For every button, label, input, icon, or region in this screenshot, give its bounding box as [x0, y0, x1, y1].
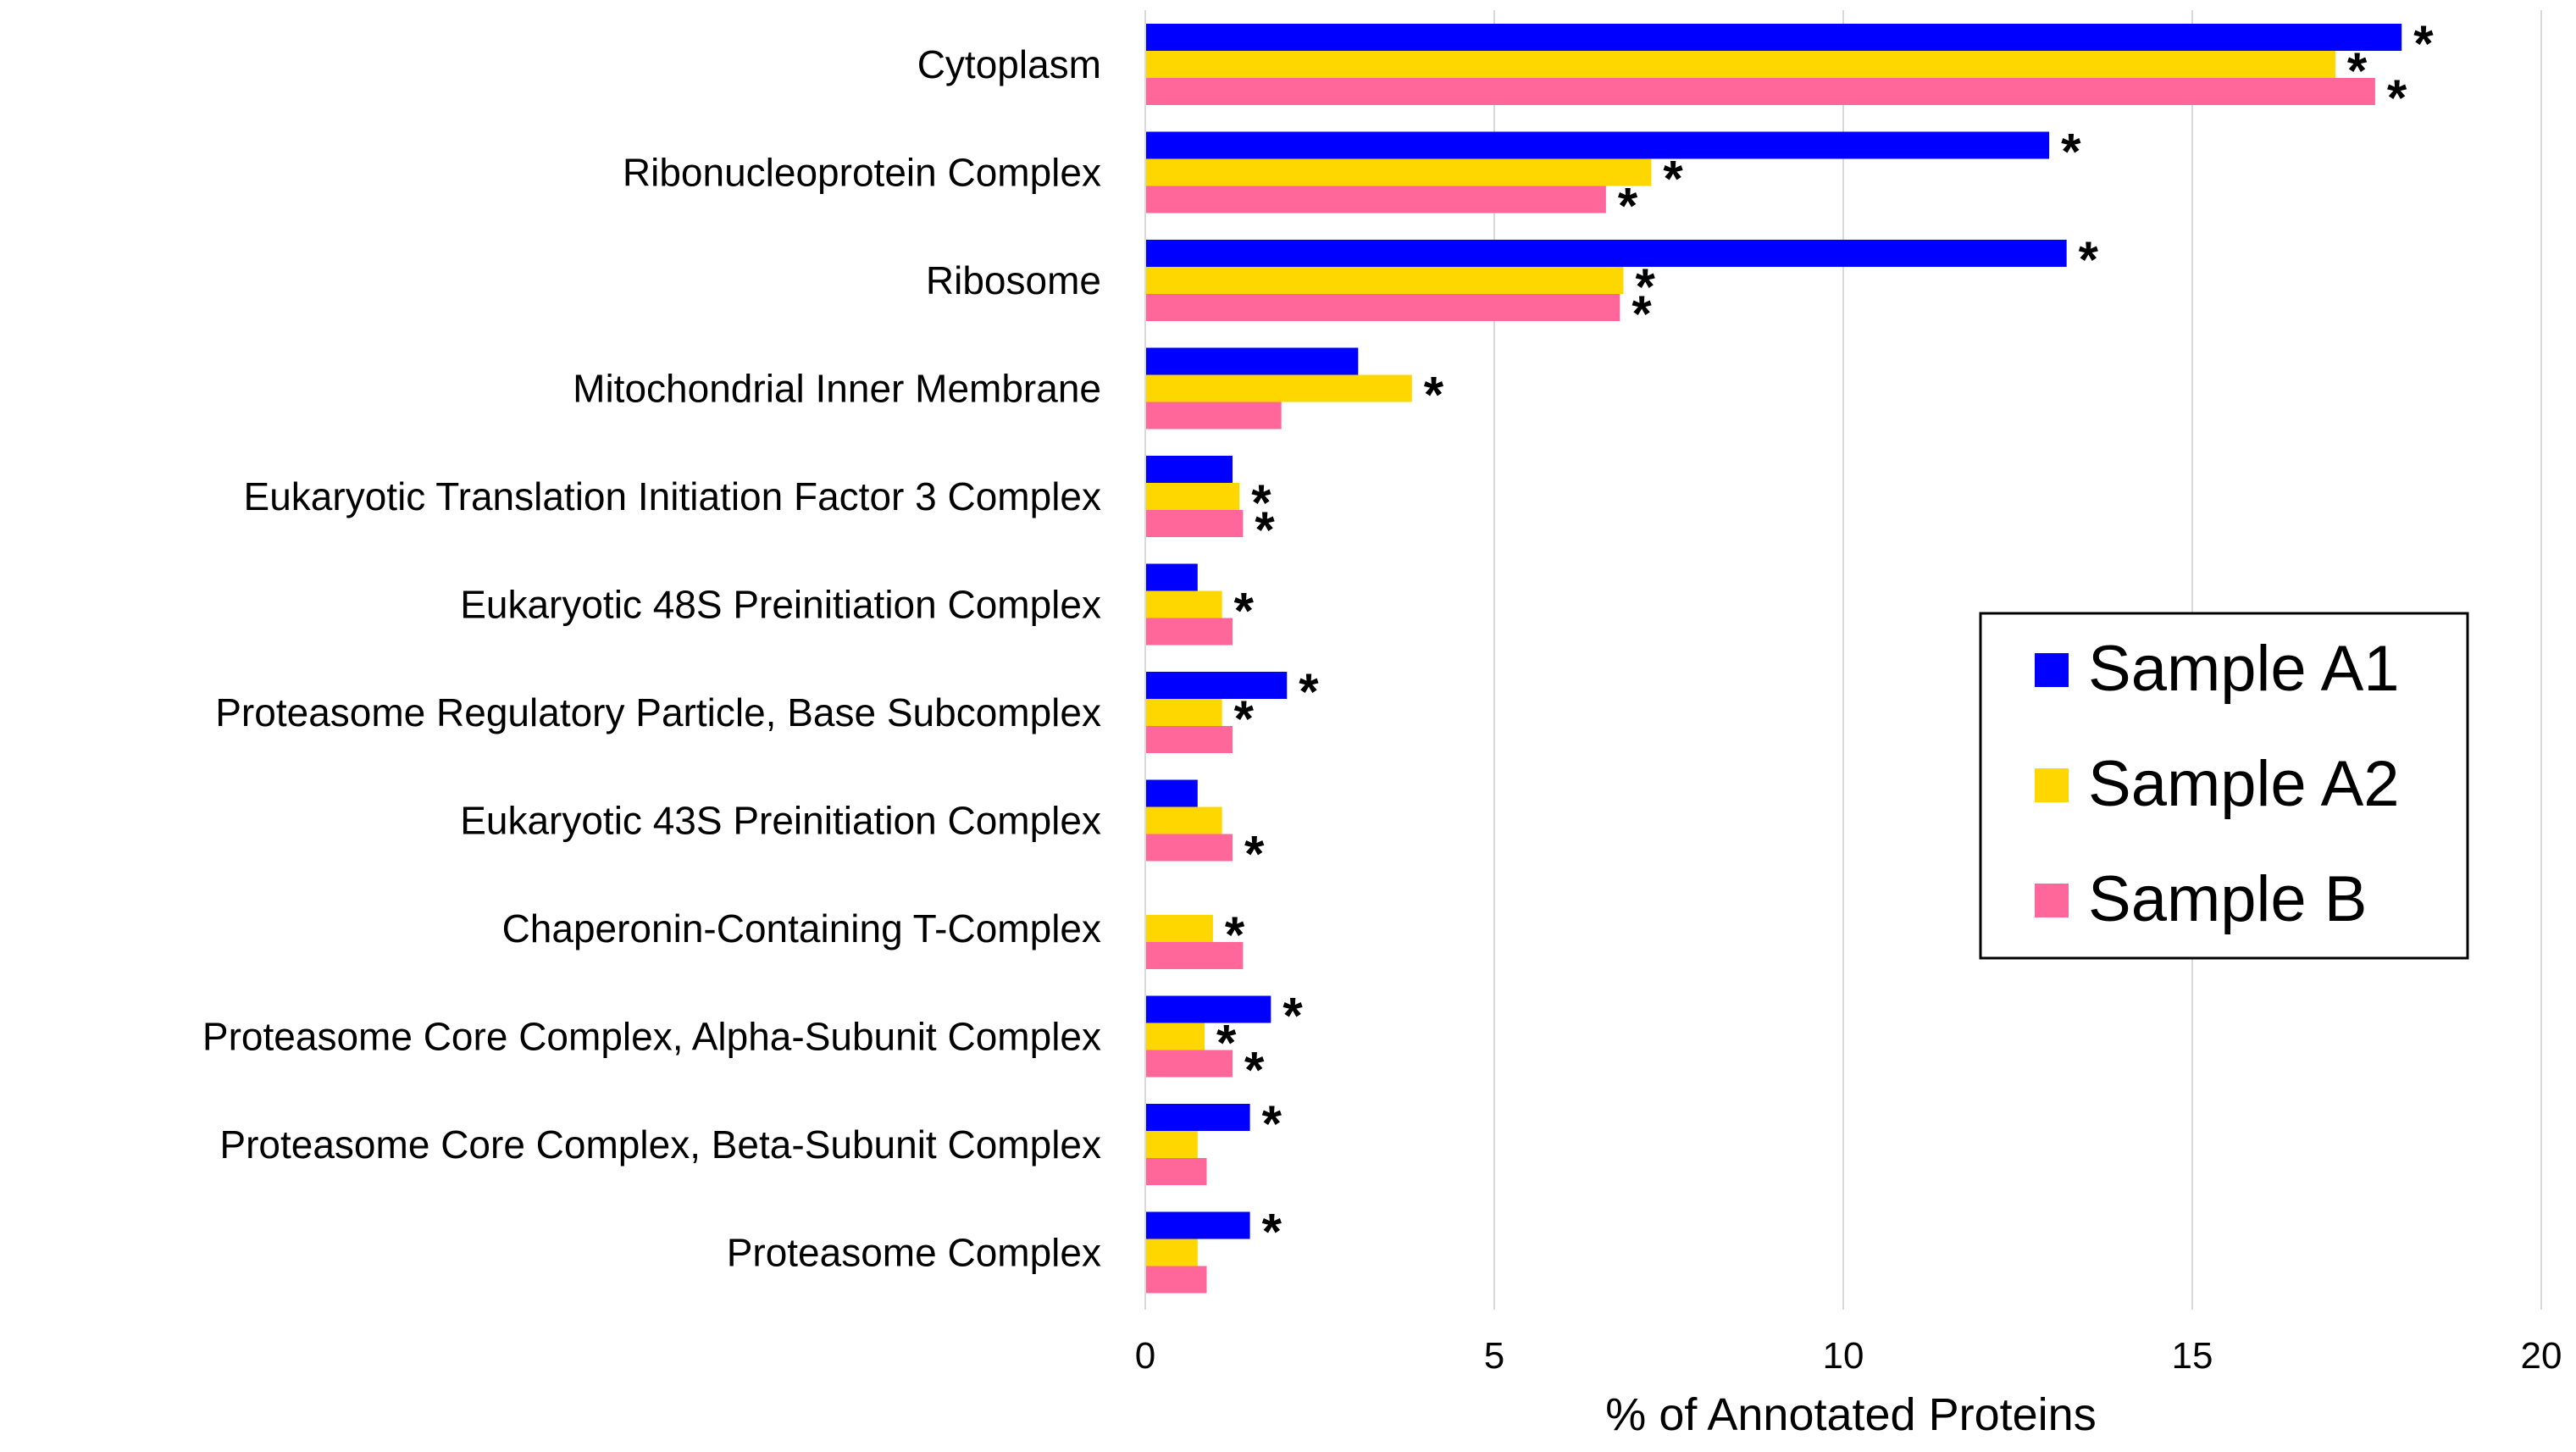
category-label: Cytoplasm [917, 42, 1101, 86]
significance-marker: * [2387, 69, 2407, 126]
significance-marker: * [2079, 231, 2099, 288]
bar-sample-b [1145, 726, 1233, 753]
bar-sample-b [1145, 1050, 1233, 1078]
significance-marker: * [1262, 1204, 1282, 1261]
significance-marker: * [1663, 151, 1683, 208]
bar-sample-b [1145, 402, 1282, 430]
category-label: Eukaryotic 43S Preinitiation Complex [460, 799, 1101, 843]
bar-sample-b [1145, 1266, 1207, 1294]
bar-sample-b [1145, 510, 1244, 537]
legend-label: Sample A2 [2088, 748, 2400, 820]
x-tick-label: 5 [1484, 1335, 1504, 1377]
x-tick-label: 20 [2521, 1335, 2562, 1377]
bar-sample-a2 [1145, 1239, 1198, 1266]
significance-marker: * [1631, 285, 1652, 342]
significance-marker: * [1244, 1042, 1265, 1099]
significance-marker: * [2347, 42, 2368, 99]
significance-marker: * [1234, 583, 1255, 640]
legend: Sample A1 Sample A2 Sample B [1979, 612, 2469, 960]
bar-sample-a1 [1145, 347, 1359, 375]
x-tick-label: 10 [1823, 1335, 1864, 1377]
significance-marker: * [1251, 474, 1271, 531]
bar-sample-b [1145, 834, 1233, 862]
x-axis-title: % of Annotated Proteins [1605, 1389, 2096, 1440]
bar-sample-a2 [1145, 51, 2335, 78]
significance-marker: * [2061, 124, 2081, 180]
bar-sample-b [1145, 1158, 1207, 1185]
significance-marker: * [1282, 988, 1303, 1045]
bar-sample-b [1145, 78, 2375, 105]
category-label: Mitochondrial Inner Membrane [573, 367, 1101, 411]
bar-sample-a1 [1145, 1104, 1250, 1131]
bar-sample-a2 [1145, 1022, 1205, 1050]
bar-sample-a2 [1145, 806, 1222, 834]
bar-sample-a1 [1145, 995, 1271, 1023]
bar-sample-a1 [1145, 240, 2067, 267]
significance-marker: * [1424, 367, 1444, 424]
category-label: Ribosome [926, 258, 1101, 302]
bar-sample-a2 [1145, 915, 1213, 942]
significance-marker: * [1618, 178, 1638, 235]
legend-label: Sample A1 [2088, 633, 2400, 705]
category-label: Proteasome Regulatory Particle, Base Sub… [215, 690, 1101, 734]
category-label: Proteasome Core Complex, Beta-Subunit Co… [219, 1122, 1101, 1167]
category-label: Proteasome Complex [727, 1231, 1101, 1275]
significance-marker: * [1255, 502, 1275, 558]
legend-swatch [2035, 884, 2069, 917]
bar-sample-a1 [1145, 672, 1288, 699]
x-tick-label: 0 [1135, 1335, 1155, 1377]
bar-sample-b [1145, 942, 1244, 969]
bar-sample-a1 [1145, 131, 2050, 159]
bar-sample-a2 [1145, 158, 1652, 186]
legend-swatch [2035, 768, 2069, 802]
category-labels: Cytoplasm Ribonucleoprotein Complex Riboso… [202, 42, 1101, 1275]
category-label: Ribonucleoprotein Complex [623, 151, 1101, 195]
significance-marker: * [2413, 15, 2434, 72]
legend-swatch [2035, 653, 2069, 687]
bar-sample-a2 [1145, 374, 1412, 402]
bar-sample-a1 [1145, 779, 1198, 807]
bar-sample-a2 [1145, 483, 1240, 510]
bar-sample-b [1145, 294, 1620, 321]
bars [1145, 24, 2402, 1294]
bar-sample-b [1145, 186, 1606, 213]
category-label: Eukaryotic Translation Initiation Factor… [244, 474, 1101, 518]
bar-sample-a1 [1145, 24, 2402, 51]
significance-marker: * [1234, 690, 1255, 747]
significance-marker: * [1262, 1095, 1282, 1152]
bar-sample-a2 [1145, 590, 1222, 618]
category-label: Eukaryotic 48S Preinitiation Complex [460, 583, 1101, 627]
bar-sample-a2 [1145, 699, 1222, 726]
significance-marker: * [1244, 826, 1265, 883]
significance-marker: * [1216, 1015, 1237, 1072]
significance-markers: ** ***************** *** [1216, 15, 2434, 1261]
category-label: Proteasome Core Complex, Alpha-Subunit C… [202, 1015, 1101, 1059]
significance-marker: * [1225, 906, 1245, 963]
bar-sample-a2 [1145, 1131, 1198, 1158]
bar-sample-a2 [1145, 267, 1624, 294]
bar-sample-a1 [1145, 456, 1233, 483]
bar-sample-a1 [1145, 1211, 1250, 1239]
x-axis: 0 5 10 15 20 [1135, 10, 2562, 1377]
legend-label: Sample B [2088, 863, 2368, 935]
bar-sample-a1 [1145, 563, 1198, 591]
significance-marker: * [1635, 258, 1655, 315]
category-label: Chaperonin-Containing T-Complex [502, 906, 1101, 950]
bar-sample-b [1145, 618, 1233, 646]
significance-marker: * [1299, 663, 1319, 720]
x-tick-label: 15 [2172, 1335, 2213, 1377]
